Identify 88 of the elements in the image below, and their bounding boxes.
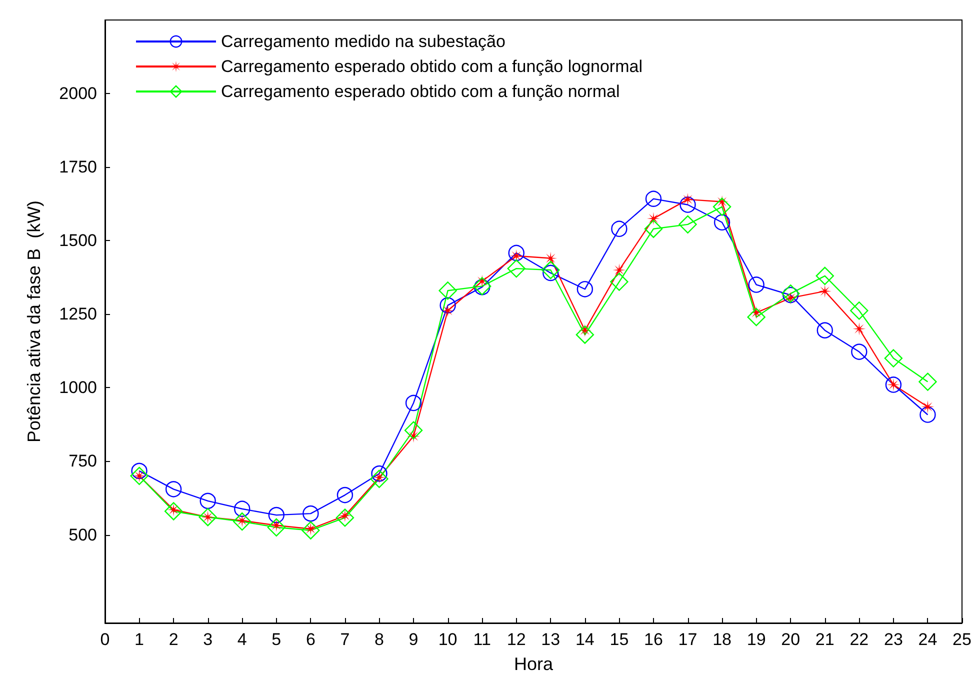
y-axis-title: Potência ativa da fase B (kW) (24, 200, 44, 443)
point (336, 508, 354, 527)
point (165, 481, 182, 498)
point (816, 266, 834, 286)
x-tick-label: 24 (918, 630, 938, 649)
point (852, 322, 866, 336)
x-tick-label: 20 (781, 630, 800, 649)
legend-label: Carregamento esperado obtido com a função normal (221, 82, 620, 101)
point (851, 344, 868, 360)
x-tick-label: 4 (237, 630, 247, 649)
point (918, 372, 937, 391)
point (268, 506, 284, 524)
y-tick-label: 1500 (59, 231, 97, 250)
x-tick-label: 21 (815, 630, 834, 649)
point (645, 190, 662, 207)
y-tick-label: 750 (68, 452, 97, 471)
legend-label: Carregamento medido na subestação (221, 32, 506, 51)
x-tick-label: 25 (952, 630, 972, 649)
legend-label: Carregamento esperado obtido com a função lognormal (221, 57, 642, 76)
point (267, 518, 286, 537)
x-tick-label: 23 (884, 630, 903, 649)
point (920, 406, 936, 423)
x-tick-label: 17 (678, 630, 698, 649)
point (576, 281, 594, 298)
x-tick-label: 16 (644, 630, 663, 649)
point (405, 394, 422, 412)
point (131, 462, 148, 480)
y-tick-label: 500 (68, 525, 97, 544)
point (678, 215, 697, 234)
x-tick-label: 3 (203, 630, 213, 649)
point (680, 196, 696, 213)
point (371, 465, 388, 482)
point (748, 276, 764, 293)
point (440, 297, 456, 314)
point (576, 326, 594, 344)
point (130, 466, 148, 486)
point (612, 264, 626, 277)
y-tick-label: 2000 (59, 84, 97, 104)
point (714, 214, 730, 230)
point (542, 264, 559, 282)
x-tick-label: 6 (306, 630, 316, 649)
point (233, 512, 252, 531)
x-tick-label: 7 (340, 630, 350, 649)
point (164, 502, 183, 520)
point (921, 400, 934, 414)
y-tick-label: 1750 (59, 158, 97, 177)
x-tick-label: 15 (610, 630, 629, 649)
point (507, 259, 526, 278)
x-tick-label: 5 (272, 630, 282, 649)
point (234, 500, 250, 517)
y-tick-label: 1000 (59, 378, 97, 398)
x-tick-label: 22 (850, 630, 869, 649)
x-tick-label: 0 (100, 630, 110, 649)
point (644, 220, 663, 238)
point (336, 486, 354, 504)
point (200, 492, 216, 510)
point (542, 260, 560, 280)
point (438, 282, 457, 300)
x-tick-label: 12 (506, 630, 526, 649)
x-tick-label: 9 (408, 630, 418, 649)
x-tick-label: 1 (134, 630, 144, 649)
point (370, 470, 388, 488)
point (850, 302, 868, 320)
x-tick-label: 19 (746, 630, 766, 649)
point (610, 272, 628, 291)
point (302, 505, 319, 522)
point (646, 212, 660, 226)
x-tick-label: 8 (374, 630, 384, 649)
x-tick-label: 14 (575, 630, 594, 649)
point (747, 308, 766, 326)
x-tick-label: 10 (438, 630, 458, 649)
point (611, 220, 628, 237)
point (441, 304, 454, 318)
x-tick-label: 11 (473, 630, 491, 649)
point (404, 421, 423, 440)
point (302, 521, 320, 540)
x-tick-label: 13 (541, 630, 560, 649)
point (544, 252, 558, 265)
point (818, 284, 832, 298)
point (508, 244, 524, 262)
point (816, 322, 833, 338)
y-tick-label: 1250 (59, 304, 97, 324)
x-tick-label: 18 (712, 630, 732, 649)
x-axis-title: Hora (514, 654, 554, 674)
x-tick-label: 2 (168, 630, 178, 649)
point (884, 349, 903, 368)
point (681, 192, 694, 206)
point (712, 198, 732, 216)
